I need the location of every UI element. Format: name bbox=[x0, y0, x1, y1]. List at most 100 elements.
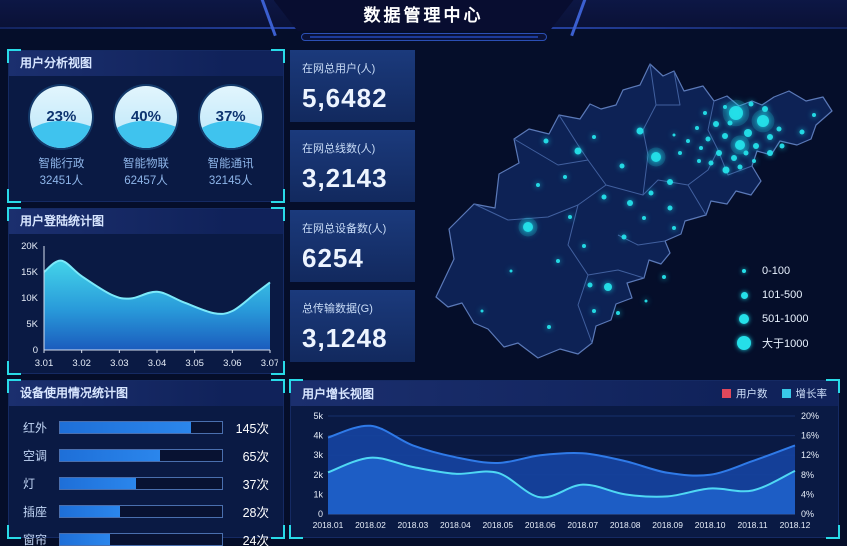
growth-area-chart: 0 1k 2k 3k 4k 5k 0% 4% 8% 12% 16% 20% 2018.01 2018.02… bbox=[313, 411, 819, 530]
stat-card-total-users: 在网总用户(人) 5,6482 bbox=[290, 50, 415, 122]
header-underline-decoration bbox=[300, 33, 547, 41]
device-bar-track bbox=[59, 477, 223, 490]
map-legend-row: 0-100 bbox=[736, 259, 809, 283]
svg-text:4k: 4k bbox=[313, 431, 323, 441]
map-legend-row: 501-1000 bbox=[736, 307, 809, 331]
percent-circles: 23% 智能行政 32451人 40% 智能物联 62457人 37% 智能通讯… bbox=[9, 76, 283, 188]
svg-text:2018.04: 2018.04 bbox=[440, 520, 471, 530]
device-bar-fill bbox=[60, 478, 137, 489]
percent-value: 37% bbox=[215, 108, 246, 125]
page-title: 数据管理中心 bbox=[363, 6, 484, 25]
device-bar-fill bbox=[60, 450, 161, 461]
device-usage-row: 插座 28次 bbox=[23, 504, 269, 520]
map-legend-label: 大于1000 bbox=[762, 338, 809, 350]
svg-text:5K: 5K bbox=[26, 319, 38, 330]
panel-device-usage-title: 设备使用情况统计图 bbox=[9, 381, 283, 406]
svg-text:2k: 2k bbox=[313, 470, 323, 480]
device-usage-bars: 红外 145次 空调 65次灯 37次插座 28次窗帘 24次 bbox=[9, 406, 283, 546]
device-bar-track bbox=[59, 421, 223, 434]
svg-text:2018.06: 2018.06 bbox=[525, 520, 556, 530]
map-legend-label: 501-1000 bbox=[762, 313, 809, 325]
stat-label: 在网总线数(人) bbox=[302, 143, 376, 155]
svg-text:2018.09: 2018.09 bbox=[652, 520, 683, 530]
svg-text:5k: 5k bbox=[313, 411, 323, 421]
device-label: 红外 bbox=[23, 421, 48, 435]
device-value: 37次 bbox=[242, 478, 269, 492]
circle-count: 32451人 bbox=[39, 175, 84, 187]
panel-user-growth: 用户增长视图 用户数 增长率 0 1k 2k 3k 4k 5k 0% 4% 8% 12% 16% 20%… bbox=[289, 379, 840, 539]
map-legend-dot bbox=[740, 291, 748, 299]
circle-count: 32145人 bbox=[208, 175, 253, 187]
circle-label: 智能物联 bbox=[122, 158, 169, 170]
stat-value: 5,6482 bbox=[302, 83, 388, 113]
circle-item-iot: 40% 智能物联 62457人 bbox=[105, 86, 187, 188]
stat-label: 总传输数据(G) bbox=[302, 303, 373, 315]
liquid-circle: 37% bbox=[199, 86, 262, 148]
svg-text:16%: 16% bbox=[801, 431, 819, 441]
svg-text:0: 0 bbox=[33, 345, 38, 356]
device-value: 65次 bbox=[242, 450, 269, 464]
device-usage-row: 窗帘 24次 bbox=[23, 532, 269, 546]
panel-user-analysis-title: 用户分析视图 bbox=[9, 51, 283, 76]
percent-value: 40% bbox=[130, 108, 161, 125]
percent-value: 23% bbox=[46, 108, 77, 125]
svg-text:2018.01: 2018.01 bbox=[313, 520, 344, 530]
stat-value: 3,1248 bbox=[302, 323, 388, 353]
svg-text:2018.07: 2018.07 bbox=[567, 520, 598, 530]
map-scatter-dots bbox=[480, 99, 816, 329]
svg-text:20K: 20K bbox=[21, 241, 39, 252]
circle-label: 智能通讯 bbox=[207, 158, 254, 170]
login-area-chart: 0 5K 10K 15K 20K 3.01 3.02 3.03 3.04 3.05 3.06 3.07 bbox=[21, 241, 278, 369]
panel-user-growth-titlebar: 用户增长视图 用户数 增长率 bbox=[291, 381, 838, 406]
map-legend-label: 101-500 bbox=[762, 289, 803, 301]
map-legend-dot bbox=[737, 336, 751, 350]
svg-text:3.04: 3.04 bbox=[148, 358, 167, 369]
svg-text:1k: 1k bbox=[313, 489, 323, 499]
device-bar-track bbox=[59, 533, 223, 546]
stat-value: 3,2143 bbox=[302, 163, 388, 193]
device-usage-row: 红外 145次 bbox=[23, 420, 269, 436]
svg-text:0%: 0% bbox=[801, 509, 814, 519]
header: 数据管理中心 bbox=[0, 0, 847, 44]
svg-text:3k: 3k bbox=[313, 450, 323, 460]
device-value: 24次 bbox=[242, 534, 269, 546]
svg-text:2018.02: 2018.02 bbox=[355, 520, 386, 530]
liquid-circle: 23% bbox=[30, 86, 93, 148]
legend-item[interactable]: 用户数 bbox=[722, 386, 768, 401]
circle-item-comm: 37% 智能通讯 32145人 bbox=[190, 86, 272, 188]
device-bar-fill bbox=[60, 506, 120, 517]
device-label: 插座 bbox=[23, 505, 48, 519]
stat-value: 6254 bbox=[302, 243, 364, 273]
device-label: 窗帘 bbox=[23, 533, 48, 546]
svg-text:3.02: 3.02 bbox=[72, 358, 91, 369]
stat-label: 在网总设备数(人) bbox=[302, 223, 387, 235]
stat-card-total-data: 总传输数据(G) 3,1248 bbox=[290, 290, 415, 362]
map-legend-row: 大于1000 bbox=[736, 331, 809, 355]
svg-text:15K: 15K bbox=[21, 267, 39, 278]
stat-card-total-devices: 在网总设备数(人) 6254 bbox=[290, 210, 415, 282]
legend-label: 用户数 bbox=[736, 388, 768, 400]
svg-text:2018.12: 2018.12 bbox=[780, 520, 811, 530]
svg-text:3.07: 3.07 bbox=[261, 358, 278, 369]
legend-item[interactable]: 增长率 bbox=[781, 386, 828, 401]
device-label: 空调 bbox=[23, 449, 48, 463]
svg-text:20%: 20% bbox=[801, 411, 819, 421]
legend-label: 增长率 bbox=[795, 388, 828, 400]
legend-swatch bbox=[781, 389, 791, 398]
panel-user-analysis: 用户分析视图 23% 智能行政 32451人 40% 智能物联 62457人 3… bbox=[7, 49, 285, 203]
panel-user-growth-title: 用户增长视图 bbox=[302, 387, 375, 401]
device-label: 灯 bbox=[23, 477, 36, 491]
device-usage-row: 空调 65次 bbox=[23, 448, 269, 464]
circle-label: 智能行政 bbox=[38, 158, 85, 170]
svg-text:10K: 10K bbox=[21, 293, 39, 304]
svg-text:3.01: 3.01 bbox=[35, 358, 54, 369]
stat-label: 在网总用户(人) bbox=[302, 63, 376, 75]
device-value: 28次 bbox=[242, 506, 269, 520]
circle-count: 62457人 bbox=[124, 175, 168, 187]
svg-text:2018.05: 2018.05 bbox=[482, 520, 513, 530]
device-bar-track bbox=[59, 505, 223, 518]
svg-text:2018.08: 2018.08 bbox=[610, 520, 641, 530]
map-legend-label: 0-100 bbox=[762, 265, 791, 277]
panel-device-usage: 设备使用情况统计图 红外 145次 空调 65次灯 37次插座 28次窗帘 24次 bbox=[7, 379, 285, 546]
